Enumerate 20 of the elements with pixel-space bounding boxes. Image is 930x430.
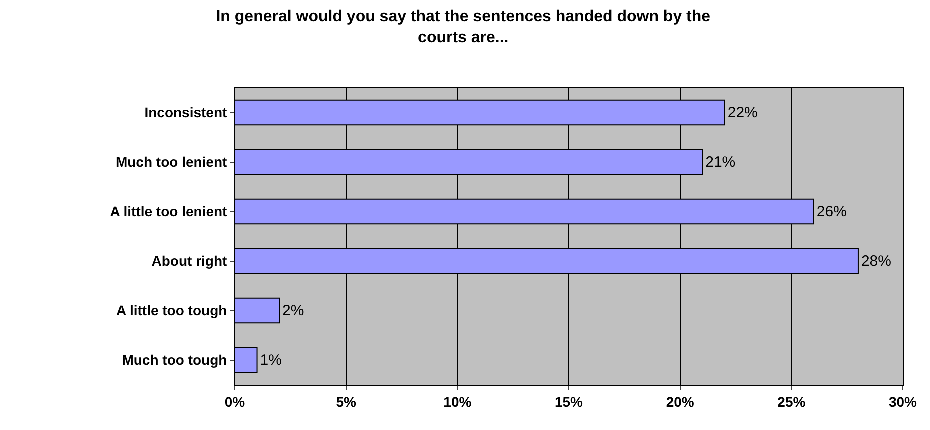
chart-title: In general would you say that the sentences handed down by the courts are... — [216, 8, 711, 46]
y-tick-label: A little too tough — [116, 302, 228, 319]
x-tick-label: 5% — [336, 394, 357, 410]
data-label: 28% — [861, 252, 892, 270]
data-label: 26% — [816, 203, 847, 220]
y-tick-label: About right — [152, 253, 228, 270]
data-label: 21% — [706, 154, 736, 171]
x-tick-label: 20% — [666, 394, 695, 410]
x-tick-label: 30% — [888, 394, 918, 410]
y-tick-label: Much too lenient — [116, 154, 228, 170]
y-tick-label: Much too tough — [122, 352, 228, 368]
y-tick-label: A little too lenient — [110, 204, 228, 220]
x-tick-label: 0% — [224, 394, 246, 410]
x-tick-label: 25% — [778, 394, 806, 410]
data-label: 1% — [260, 352, 282, 369]
data-label: 2% — [282, 302, 304, 320]
y-tick-label: Inconsistent — [144, 104, 228, 121]
x-tick-label: 10% — [444, 394, 472, 410]
x-tick-label: 15% — [554, 394, 584, 410]
data-label: 22% — [728, 104, 758, 122]
